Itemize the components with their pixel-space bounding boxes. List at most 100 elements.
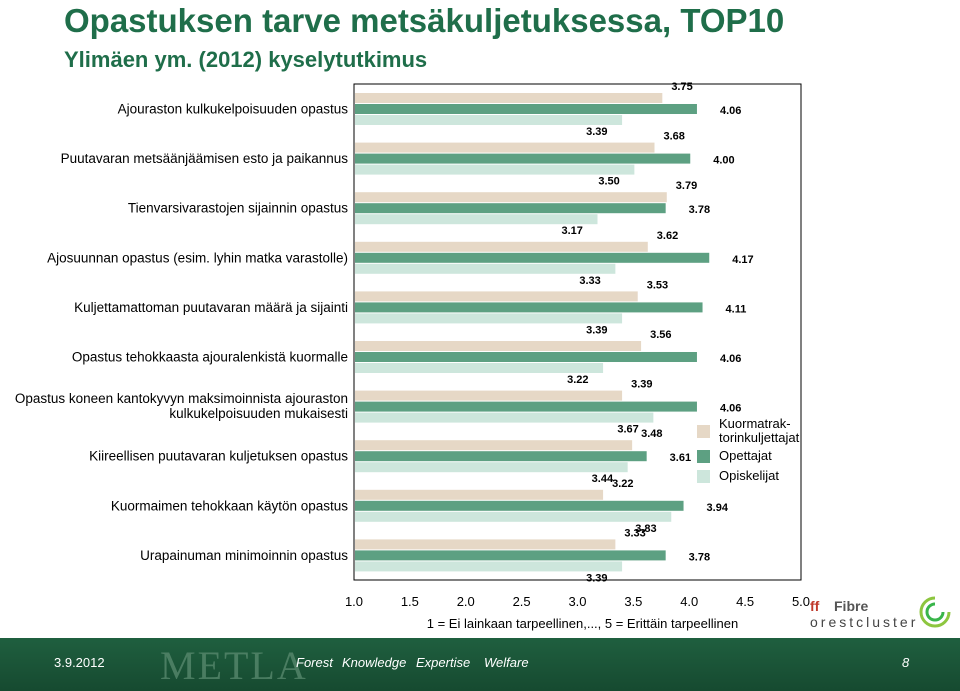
category-label: Opastus koneen kantokyvyn maksimoinnista… (15, 391, 348, 421)
legend-swatch (697, 470, 710, 483)
legend-label: Kuormatrak-torinkuljettajat (719, 416, 800, 445)
logo-fibre-text: Fibre (834, 598, 869, 614)
bar (355, 192, 667, 203)
footer-tag-welfare: Welfare (484, 655, 529, 670)
page-title: Opastuksen tarve metsäkuljetuksessa, TOP… (64, 2, 785, 39)
bar-value-label: 3.62 (657, 230, 678, 242)
footer-tag-forest: Forest (296, 655, 333, 670)
bar (355, 263, 616, 274)
bar (355, 302, 703, 313)
bar-value-label: 4.06 (720, 105, 741, 117)
x-tick-label: 3.0 (568, 594, 586, 609)
category-label: Ajouraston kulkukelpoisuuden opastus (118, 102, 349, 117)
footer-tag-knowledge: Knowledge (342, 655, 407, 670)
category-label: Ajosuunnan opastus (esim. lyhin matka va… (47, 250, 348, 265)
bar (355, 500, 684, 511)
legend-label: Opettajat (719, 448, 772, 463)
bar-value-label: 3.79 (676, 180, 697, 192)
bar-value-label: 3.33 (624, 527, 645, 539)
bar-value-label: 3.17 (561, 225, 582, 237)
footer-bar: 3.9.2012 METLA Forest Knowledge Expertis… (0, 638, 960, 691)
bar (355, 440, 633, 451)
bar-value-label: 3.67 (617, 424, 638, 436)
forest-cluster-logo: ff Fibre orestcluster (808, 592, 958, 632)
bar (355, 241, 648, 252)
bar (355, 489, 604, 500)
bar-value-label: 4.06 (720, 403, 741, 415)
footer-date: 3.9.2012 (54, 655, 105, 670)
legend-swatch (697, 450, 710, 463)
logo-ff-text: ff (810, 598, 820, 614)
x-tick-label: 1.0 (345, 594, 363, 609)
bar-value-label: 4.00 (713, 155, 734, 167)
category-label: Urapainuman minimoinnin opastus (140, 548, 348, 563)
bar-chart: Ajouraston kulkukelpoisuuden opastus 3.75… (15, 81, 810, 631)
bar (355, 451, 647, 462)
legend-swatch (697, 425, 710, 438)
bar-value-label: 3.44 (592, 473, 614, 485)
bar (355, 214, 598, 225)
bar-value-label: 3.56 (650, 329, 671, 341)
category-label: Kuormaimen tehokkaan käytön opastus (111, 498, 348, 513)
x-tick-label: 5.0 (792, 594, 810, 609)
bar-value-label: 3.78 (689, 204, 710, 216)
bar (355, 104, 697, 114)
footer-tag-expertise: Expertise (416, 655, 471, 670)
logo-cluster-text: orestcluster (810, 614, 919, 630)
bar-value-label: 3.22 (612, 478, 633, 490)
bar (355, 341, 642, 351)
footer-page-number: 8 (902, 655, 910, 670)
bar-value-label: 4.11 (726, 303, 747, 315)
bar-value-label: 3.39 (631, 379, 652, 391)
bar (355, 390, 623, 401)
bar-value-label: 3.78 (689, 551, 710, 563)
x-axis-label: 1 = Ei lainkaan tarpeellinen,..., 5 = Er… (427, 616, 738, 631)
page-subtitle: Ylimäen ym. (2012) kyselytutkimus (64, 47, 428, 72)
category-label: Tienvarsivarastojen sijainnin opastus (128, 201, 348, 216)
bar-value-label: 3.83 (635, 523, 656, 535)
bar (355, 291, 638, 302)
x-tick-label: 4.0 (680, 594, 698, 609)
bar-value-label: 3.39 (586, 324, 607, 336)
bar-value-label: 3.39 (586, 572, 607, 584)
bar (355, 115, 623, 125)
bar-value-label: 3.48 (641, 428, 662, 440)
bar (355, 363, 604, 373)
bar-value-label: 3.50 (598, 176, 619, 188)
bar-value-label: 3.61 (670, 452, 691, 464)
bar-value-label: 3.39 (586, 126, 607, 138)
bar-value-label: 3.22 (567, 374, 588, 386)
bar (355, 153, 691, 164)
swirl-icon (919, 596, 951, 628)
bar (355, 550, 666, 561)
x-tick-label: 1.5 (401, 594, 419, 609)
x-tick-label: 3.5 (624, 594, 642, 609)
category-label: Puutavaran metsäänjäämisen esto ja paika… (61, 151, 349, 166)
bar (355, 142, 655, 153)
bar (355, 93, 663, 103)
bar (355, 539, 616, 550)
bar-value-label: 3.75 (671, 81, 692, 93)
bar-value-label: 3.68 (663, 131, 684, 143)
category-label: Kuljettamattoman puutavaran määrä ja sij… (74, 300, 348, 315)
metla-logo: METLA (160, 643, 308, 688)
bar-value-label: 4.17 (732, 254, 753, 266)
plot-frame (353, 83, 802, 581)
bar (355, 462, 628, 473)
bar (355, 313, 623, 324)
bar (355, 561, 623, 572)
x-tick-label: 4.5 (736, 594, 754, 609)
legend-label: Opiskelijat (719, 468, 779, 483)
category-label: Opastus tehokkaasta ajouralenkistä kuorm… (72, 350, 348, 365)
bar-value-label: 3.53 (647, 279, 668, 291)
bar (355, 203, 666, 214)
category-label: Kiireellisen puutavaran kuljetuksen opas… (89, 449, 348, 464)
bar-value-label: 4.06 (720, 353, 741, 365)
bar (355, 401, 697, 412)
x-tick-label: 2.5 (513, 594, 531, 609)
bar-value-label: 3.94 (707, 502, 729, 514)
bar (355, 164, 635, 175)
bar (355, 511, 672, 522)
bar-value-label: 3.33 (579, 275, 600, 287)
x-tick-label: 2.0 (457, 594, 475, 609)
